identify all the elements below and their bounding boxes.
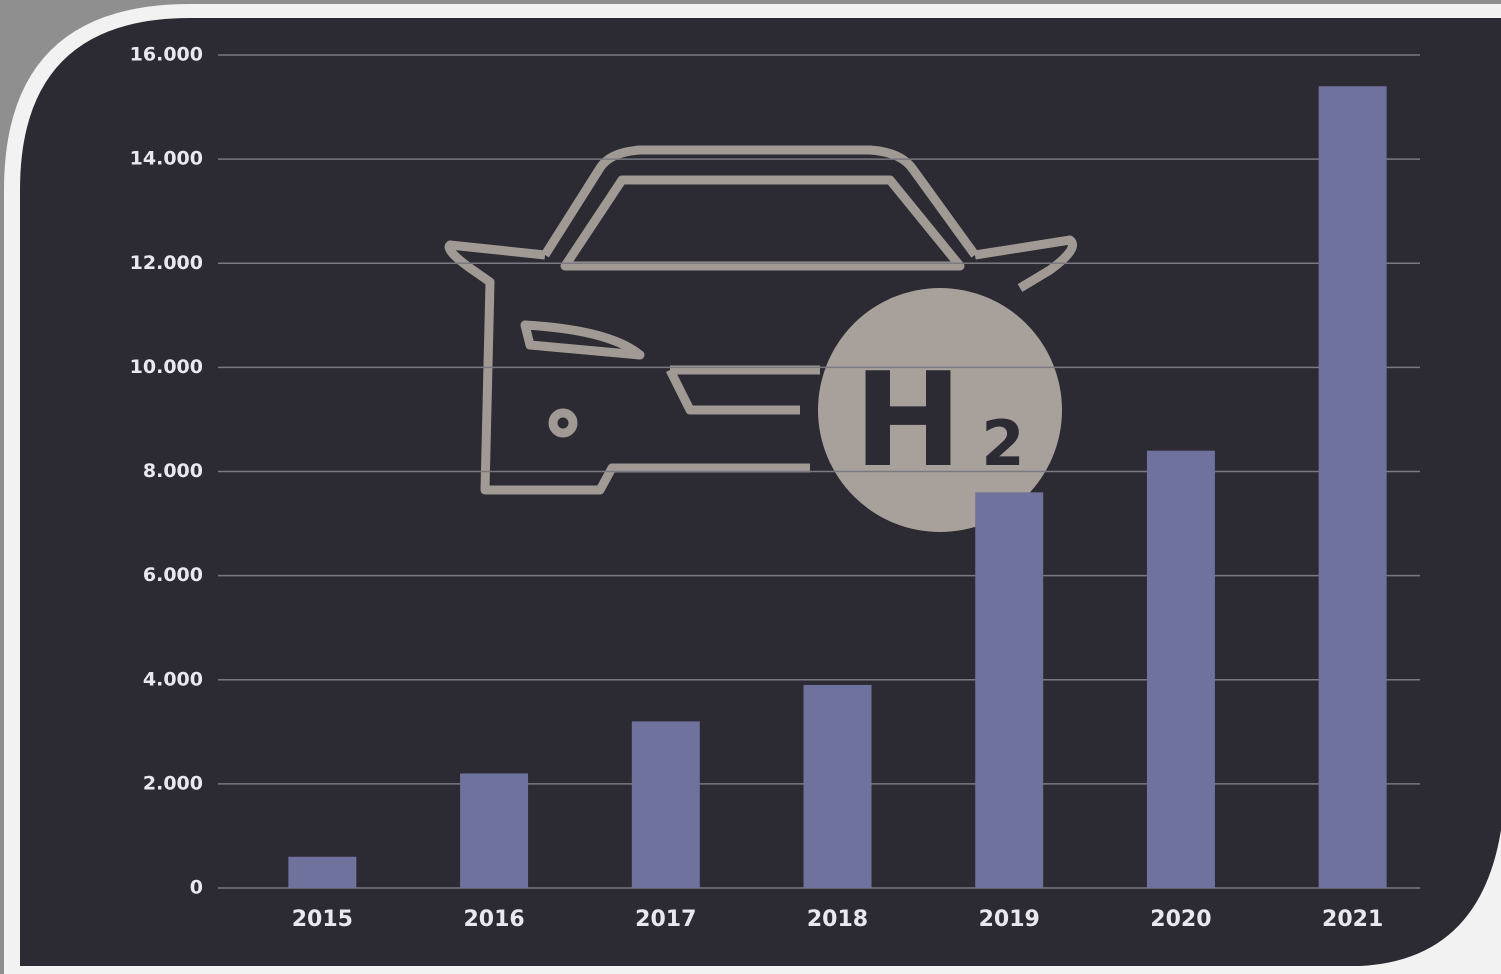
x-tick-label: 2018 xyxy=(807,907,868,932)
x-tick-label: 2021 xyxy=(1322,907,1383,932)
x-tick-label: 2017 xyxy=(635,907,696,932)
y-tick-label: 16.000 xyxy=(130,44,203,66)
bar xyxy=(460,773,529,888)
icon-letter: H xyxy=(854,344,963,496)
bar xyxy=(1318,86,1387,889)
bar xyxy=(1146,450,1215,888)
y-tick-label: 0 xyxy=(190,877,203,899)
y-tick-label: 10.000 xyxy=(130,356,203,378)
y-tick-label: 12.000 xyxy=(130,252,203,274)
panel xyxy=(20,18,1501,966)
x-tick-label: 2020 xyxy=(1150,907,1211,932)
bar xyxy=(975,492,1044,888)
bar xyxy=(631,721,700,888)
x-tick-label: 2016 xyxy=(463,907,524,932)
bar xyxy=(288,856,357,888)
y-tick-label: 4.000 xyxy=(143,668,203,690)
y-tick-label: 14.000 xyxy=(130,148,203,170)
bar xyxy=(803,684,872,888)
icon-subscript: 2 xyxy=(981,407,1024,480)
y-tick-label: 2.000 xyxy=(143,772,203,794)
y-tick-label: 8.000 xyxy=(143,460,203,482)
x-tick-label: 2015 xyxy=(292,907,353,932)
y-tick-label: 6.000 xyxy=(143,564,203,586)
x-tick-label: 2019 xyxy=(979,907,1040,932)
car-icon xyxy=(444,145,1077,495)
